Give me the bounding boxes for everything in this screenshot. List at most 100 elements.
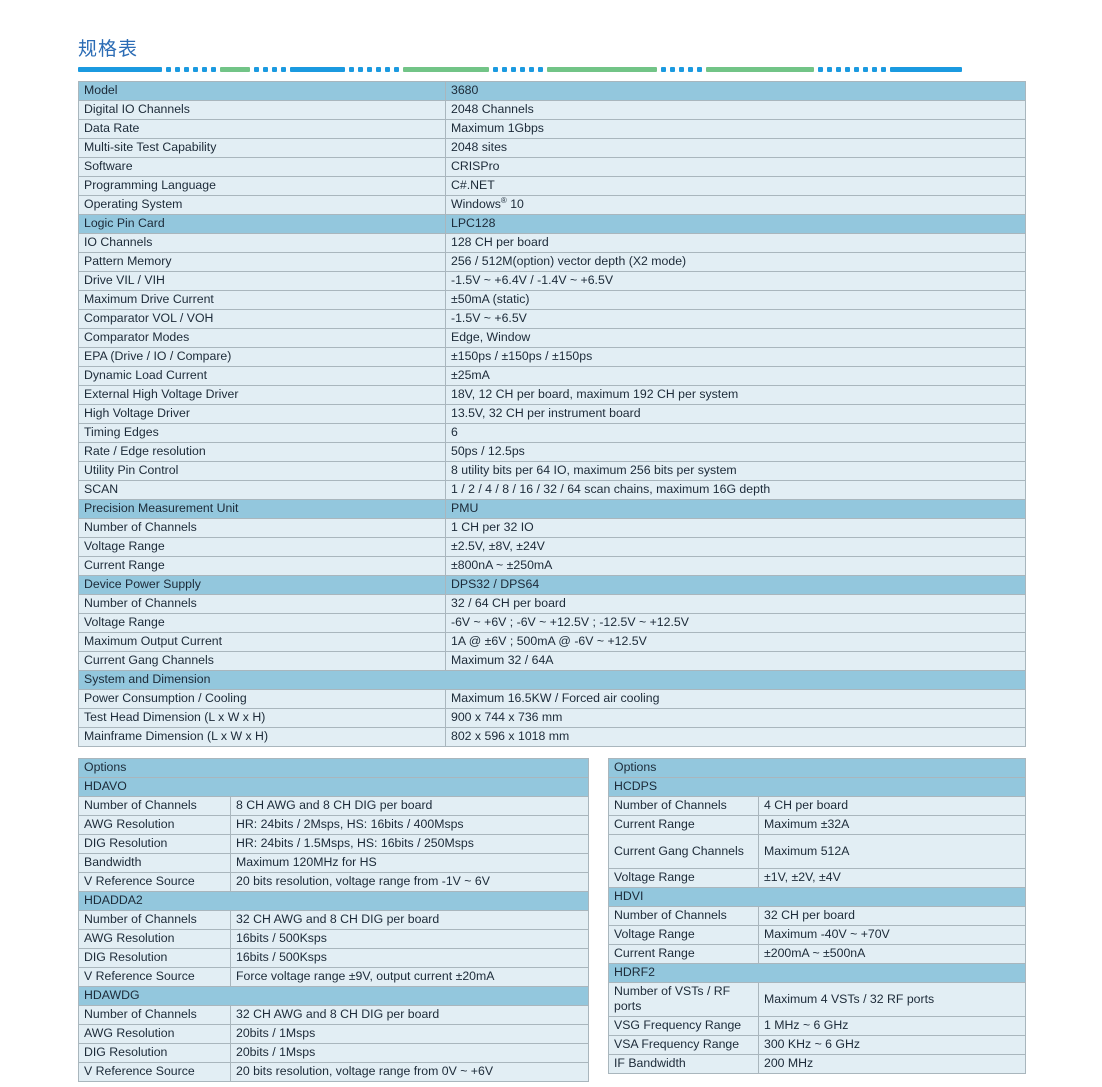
divider-segment	[872, 66, 877, 72]
row-value: 16bits / 500Ksps	[229, 929, 590, 949]
row-value: HR: 24bits / 2Msps, HS: 16bits / 400Msps	[229, 815, 590, 835]
divider-segment	[367, 66, 372, 72]
table-row: DIG Resolution HR: 24bits / 1.5Msps, HS: …	[78, 834, 590, 854]
divider-segment	[538, 66, 543, 72]
row-label: Current Gang Channels	[78, 651, 446, 671]
row-value: 18V, 12 CH per board, maximum 192 CH per…	[445, 385, 1026, 405]
table-row: Voltage Range Maximum -40V ~ +70V	[608, 925, 1027, 945]
table-row: EPA (Drive / IO / Compare) ±150ps / ±150p…	[78, 347, 1026, 367]
row-value: 1 / 2 / 4 / 8 / 16 / 32 / 64 scan chains…	[445, 480, 1026, 500]
divider-segment	[290, 66, 345, 72]
row-value: 4 CH per board	[757, 796, 1027, 816]
row-label: Pattern Memory	[78, 252, 446, 272]
table-row: Current Range ±200mA ~ ±500nA	[608, 944, 1027, 964]
row-label: Precision Measurement Unit	[78, 499, 446, 519]
options-right-table: Options HCDPS Number of Channels 4 CH per b…	[607, 758, 1027, 1074]
row-label: Number of Channels	[78, 796, 231, 816]
table-row: AWG Resolution HR: 24bits / 2Msps, HS: 16…	[78, 815, 590, 835]
table-row: Device Power Supply DPS32 / DPS64	[78, 575, 1026, 595]
row-value: Maximum 16.5KW / Forced air cooling	[445, 689, 1026, 709]
divider-segment	[661, 66, 666, 72]
table-row: HCDPS	[607, 777, 1027, 797]
row-value: 2048 sites	[445, 138, 1026, 158]
row-value: 2048 Channels	[445, 100, 1026, 120]
table-row: Power Consumption / Cooling Maximum 16.5K…	[78, 689, 1026, 709]
divider-segment	[890, 66, 962, 72]
table-row: AWG Resolution 20bits / 1Msps	[78, 1024, 590, 1044]
row-value: -6V ~ +6V ; -6V ~ +12.5V ; -12.5V ~ +12.…	[445, 613, 1026, 633]
divider-segment	[394, 66, 399, 72]
table-row: Voltage Range ±1V, ±2V, ±4V	[608, 868, 1027, 888]
options-left-body: Options HDAVO Number of Channels 8 CH AWG a…	[77, 758, 590, 1082]
divider-segment	[547, 66, 657, 72]
table-row: Programming Language C#.NET	[78, 176, 1026, 196]
table-row: Current Range ±800nA ~ ±250mA	[78, 556, 1026, 576]
divider-segment	[263, 66, 268, 72]
table-row: Comparator Modes Edge, Window	[78, 328, 1026, 348]
section-header-label: Options	[607, 758, 1027, 778]
row-value: 8 CH AWG and 8 CH DIG per board	[229, 796, 590, 816]
row-value: 32 CH AWG and 8 CH DIG per board	[229, 910, 590, 930]
row-label: Software	[78, 157, 446, 177]
row-value: 128 CH per board	[445, 233, 1026, 253]
table-row: Current Gang Channels Maximum 32 / 64A	[78, 651, 1026, 671]
table-row: Mainframe Dimension (L x W x H) 802 x 596…	[78, 727, 1026, 747]
table-row: Test Head Dimension (L x W x H) 900 x 744…	[78, 708, 1026, 728]
table-row: HDADDA2	[77, 891, 590, 911]
table-row: DIG Resolution 20bits / 1Msps	[78, 1043, 590, 1063]
row-value: Edge, Window	[445, 328, 1026, 348]
row-value: 1 MHz ~ 6 GHz	[757, 1016, 1027, 1036]
row-value: Maximum ±32A	[757, 815, 1027, 835]
divider-segment	[281, 66, 286, 72]
table-row: V Reference Source 20 bits resolution, vo…	[78, 1062, 590, 1082]
row-value: HR: 24bits / 1.5Msps, HS: 16bits / 250Ms…	[229, 834, 590, 854]
row-value: Maximum 512A	[757, 834, 1027, 869]
table-row: HDVI	[607, 887, 1027, 907]
row-label: VSA Frequency Range	[608, 1035, 759, 1055]
row-value: -1.5V ~ +6.4V / -1.4V ~ +6.5V	[445, 271, 1026, 291]
row-value: ±50mA (static)	[445, 290, 1026, 310]
row-label: Number of Channels	[608, 906, 759, 926]
table-row: Digital IO Channels 2048 Channels	[78, 100, 1026, 120]
row-label: EPA (Drive / IO / Compare)	[78, 347, 446, 367]
row-label: Model	[78, 81, 446, 101]
row-label: Operating System	[78, 195, 446, 215]
row-value: 20 bits resolution, voltage range from -…	[229, 872, 590, 892]
row-value: ±200mA ~ ±500nA	[757, 944, 1027, 964]
table-row: HDRF2	[607, 963, 1027, 983]
row-value: 256 / 512M(option) vector depth (X2 mode…	[445, 252, 1026, 272]
row-label: Current Range	[608, 944, 759, 964]
row-label: V Reference Source	[78, 1062, 231, 1082]
section-header-label: HDAVO	[77, 777, 590, 797]
row-value: 1 CH per 32 IO	[445, 518, 1026, 538]
table-row: Model 3680	[78, 81, 1026, 101]
divider-segment	[845, 66, 850, 72]
row-value: 300 KHz ~ 6 GHz	[757, 1035, 1027, 1055]
table-row: Number of Channels 32 CH AWG and 8 CH DIG…	[78, 1005, 590, 1025]
row-value: Force voltage range ±9V, output current …	[229, 967, 590, 987]
row-label: Number of Channels	[608, 796, 759, 816]
row-value: ±1V, ±2V, ±4V	[757, 868, 1027, 888]
row-label: Number of Channels	[78, 910, 231, 930]
table-row: DIG Resolution 16bits / 500Ksps	[78, 948, 590, 968]
row-label: High Voltage Driver	[78, 404, 446, 424]
divider-segment	[670, 66, 675, 72]
divider-segment	[863, 66, 868, 72]
row-value: DPS32 / DPS64	[445, 575, 1026, 595]
table-row: IF Bandwidth 200 MHz	[608, 1054, 1027, 1074]
main-table-body: Model 3680 Digital IO Channels 2048 Channel…	[78, 81, 1026, 747]
row-value: 200 MHz	[757, 1054, 1027, 1074]
row-label: IF Bandwidth	[608, 1054, 759, 1074]
divider-segment	[827, 66, 832, 72]
row-label: DIG Resolution	[78, 948, 231, 968]
table-row: Number of Channels 1 CH per 32 IO	[78, 518, 1026, 538]
section-header-label: HDRF2	[607, 963, 1027, 983]
row-label: AWG Resolution	[78, 815, 231, 835]
row-value: LPC128	[445, 214, 1026, 234]
row-value: 50ps / 12.5ps	[445, 442, 1026, 462]
row-value: 13.5V, 32 CH per instrument board	[445, 404, 1026, 424]
options-left-table: Options HDAVO Number of Channels 8 CH AWG a…	[77, 758, 590, 1082]
divider-segment	[254, 66, 259, 72]
row-value: 20 bits resolution, voltage range from 0…	[229, 1062, 590, 1082]
row-label: Number of Channels	[78, 518, 446, 538]
